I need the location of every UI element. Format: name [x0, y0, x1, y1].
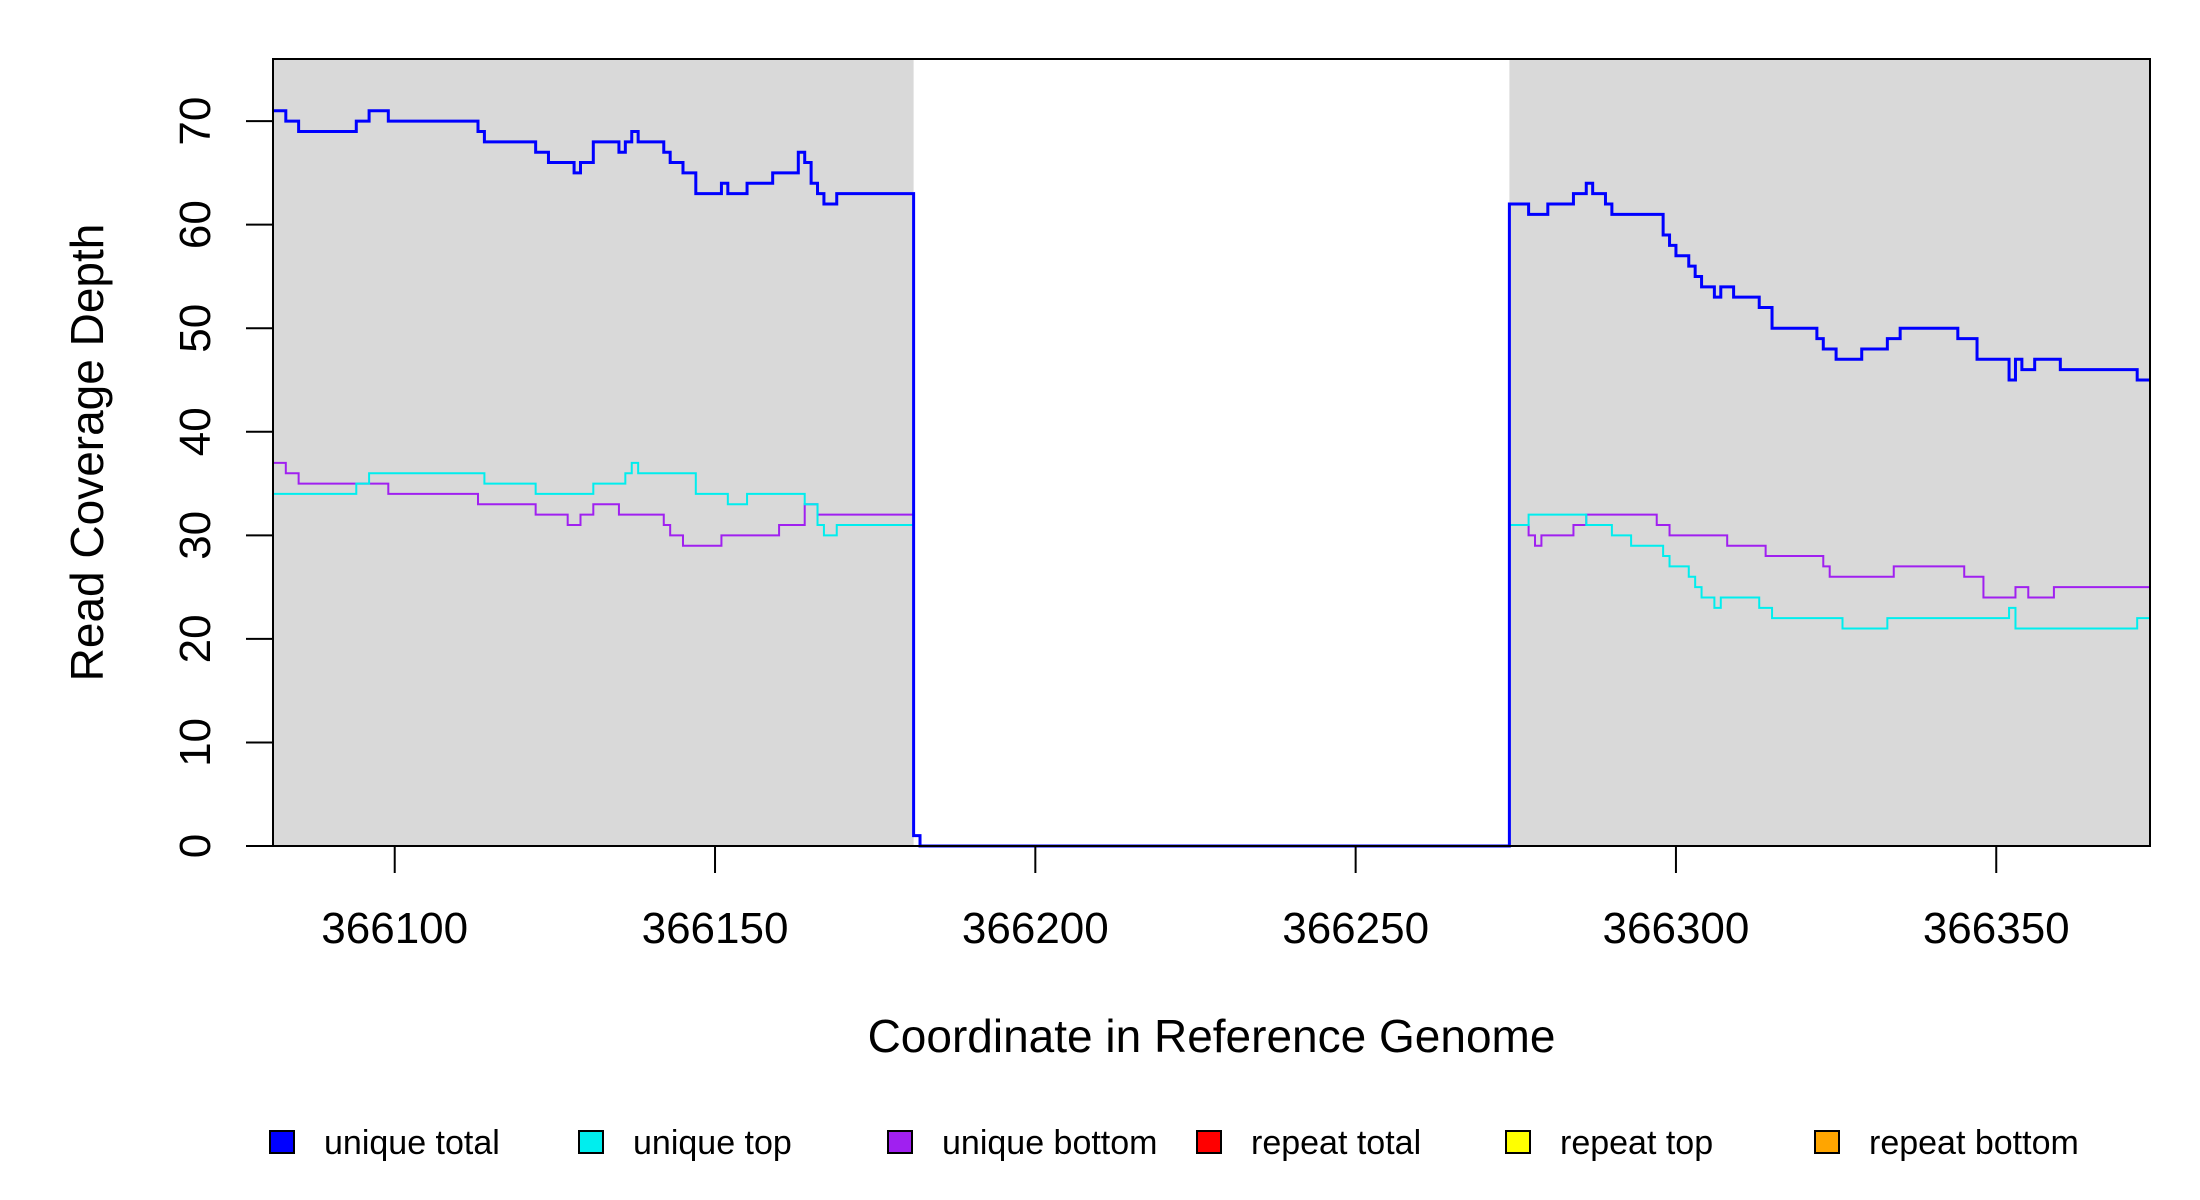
legend-label-unique-total: unique total — [324, 1124, 500, 1162]
y-tick-label: 50 — [171, 304, 220, 353]
legend: unique total unique top unique bottom repea… — [269, 1124, 2079, 1162]
x-axis: 366100 366150 366200 366250 366300 366350 — [321, 845, 2070, 953]
y-tick-label: 30 — [171, 511, 220, 560]
y-tick-label: 70 — [171, 97, 220, 146]
y-axis-title: Read Coverage Depth — [61, 224, 113, 682]
x-tick-label: 366350 — [1923, 904, 2070, 953]
x-tick-label: 366300 — [1603, 904, 1750, 953]
legend-swatch-unique-top — [578, 1130, 604, 1154]
series-unique-top — [273, 461, 2151, 847]
legend-label-repeat-total: repeat total — [1251, 1124, 1421, 1162]
legend-label-unique-top: unique top — [633, 1124, 792, 1162]
y-axis: 0 10 20 30 40 50 60 70 — [171, 97, 274, 858]
x-tick-label: 366150 — [642, 904, 789, 953]
legend-swatch-repeat-bottom — [1814, 1130, 1840, 1154]
y-tick-label: 10 — [171, 718, 220, 767]
x-tick-label: 366100 — [321, 904, 468, 953]
legend-label-repeat-top: repeat top — [1560, 1124, 1713, 1162]
x-axis-title: Coordinate in Reference Genome — [868, 1010, 1556, 1062]
y-tick-label: 60 — [171, 200, 220, 249]
x-tick-label: 366250 — [1282, 904, 1429, 953]
shaded-regions — [273, 59, 2150, 846]
y-tick-label: 20 — [171, 614, 220, 663]
legend-swatch-repeat-top — [1505, 1130, 1531, 1154]
legend-swatch-unique-total — [269, 1130, 295, 1154]
legend-label-unique-bottom: unique bottom — [942, 1124, 1158, 1162]
x-tick-label: 366200 — [962, 904, 1109, 953]
shaded-region-2 — [1509, 59, 2150, 846]
y-tick-label: 0 — [171, 834, 220, 858]
shaded-region-1 — [273, 59, 914, 846]
legend-swatch-repeat-total — [1196, 1130, 1222, 1154]
legend-swatch-unique-bottom — [887, 1130, 913, 1154]
legend-label-repeat-bottom: repeat bottom — [1869, 1124, 2079, 1162]
y-tick-label: 40 — [171, 407, 220, 456]
